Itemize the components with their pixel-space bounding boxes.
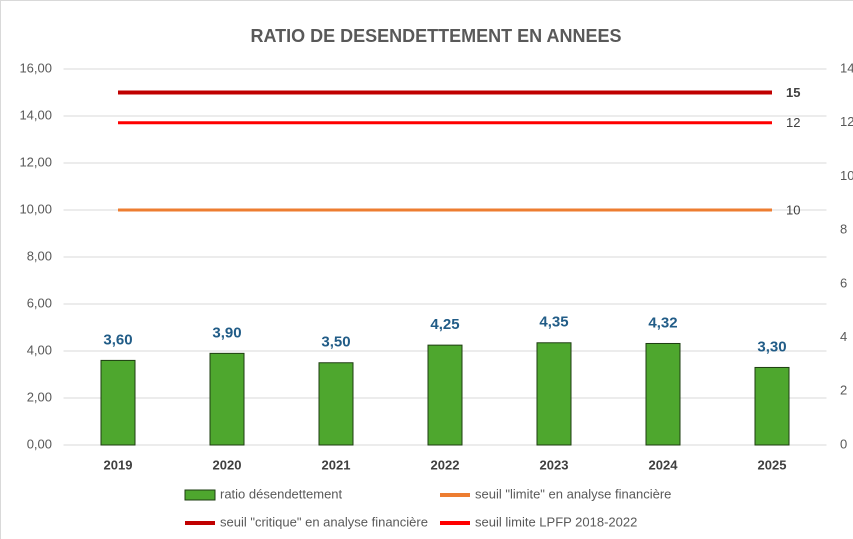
legend-swatch xyxy=(184,489,216,501)
y-tick-label: 2,00 xyxy=(27,389,52,404)
y2-tick-label: 10 xyxy=(840,168,853,183)
legend-label: seuil limite LPFP 2018-2022 xyxy=(475,514,637,529)
x-tick-label: 2022 xyxy=(431,457,460,472)
y-tick-label: 0,00 xyxy=(27,436,52,451)
legend-label: seuil "critique" en analyse financière xyxy=(220,514,428,529)
y-tick-label: 8,00 xyxy=(27,248,52,263)
bar xyxy=(318,362,354,446)
data-label: 12 xyxy=(786,115,800,130)
y-tick-label: 4,00 xyxy=(27,342,52,357)
y-tick-label: 14,00 xyxy=(19,107,52,122)
chart-title: RATIO DE DESENDETTEMENT EN ANNEES xyxy=(250,26,621,46)
data-label: 10 xyxy=(786,202,800,217)
y2-tick-label: 0 xyxy=(840,436,847,451)
x-tick-label: 2020 xyxy=(213,457,242,472)
data-label: 3,90 xyxy=(212,324,241,341)
data-label: 4,32 xyxy=(648,314,677,331)
x-tick-label: 2019 xyxy=(104,457,133,472)
data-label: 3,60 xyxy=(103,331,132,348)
data-label: 15 xyxy=(786,85,800,100)
y2-tick-label: 14 xyxy=(840,60,853,75)
y2-tick-label: 8 xyxy=(840,222,847,237)
y-tick-label: 12,00 xyxy=(19,154,52,169)
x-tick-label: 2025 xyxy=(758,457,787,472)
data-label: 4,35 xyxy=(539,314,568,331)
data-label: 3,50 xyxy=(321,334,350,351)
bar xyxy=(100,359,136,446)
x-tick-label: 2021 xyxy=(322,457,351,472)
x-tick-label: 2024 xyxy=(649,457,679,472)
bar xyxy=(536,342,572,446)
data-label: 3,30 xyxy=(757,338,786,355)
y-tick-label: 16,00 xyxy=(19,60,52,75)
legend-label: ratio désendettement xyxy=(220,486,343,501)
data-label: 4,25 xyxy=(430,316,459,333)
y-tick-label: 6,00 xyxy=(27,295,52,310)
bar xyxy=(209,352,245,446)
x-tick-label: 2023 xyxy=(540,457,569,472)
y2-tick-label: 12 xyxy=(840,114,853,129)
y2-tick-label: 4 xyxy=(840,329,847,344)
y-tick-label: 10,00 xyxy=(19,201,52,216)
bar xyxy=(754,366,790,446)
bar xyxy=(645,342,681,446)
y2-tick-label: 6 xyxy=(840,275,847,290)
bar xyxy=(427,344,463,446)
legend-label: seuil "limite" en analyse financière xyxy=(475,486,671,501)
y2-tick-label: 2 xyxy=(840,383,847,398)
